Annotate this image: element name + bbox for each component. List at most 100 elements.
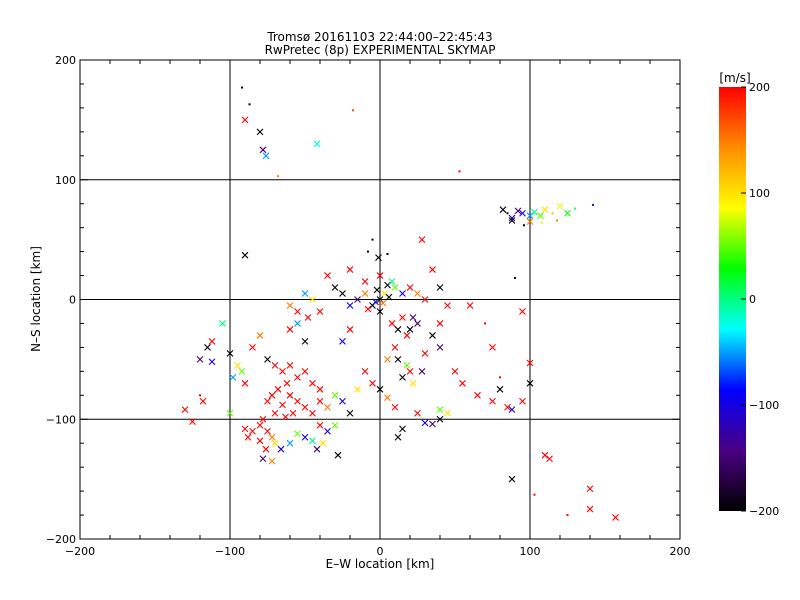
data-point-cross — [444, 409, 451, 417]
data-point-cross — [531, 208, 538, 216]
data-point-cross — [199, 397, 207, 405]
data-point-cross — [361, 290, 369, 297]
data-point-cross — [508, 214, 516, 222]
chart-title: Tromsø 20161103 22:44:00–22:45:43 — [266, 30, 492, 44]
x-tick-label: −100 — [215, 545, 245, 558]
data-point-cross — [504, 403, 511, 411]
data-point-cross — [586, 505, 594, 513]
data-point-dot — [566, 514, 569, 517]
data-point-dot — [386, 252, 389, 255]
colorbar-tick-label: 100 — [749, 187, 770, 200]
data-point-cross — [526, 212, 534, 220]
data-point-cross — [466, 302, 474, 309]
data-point-cross — [388, 320, 396, 327]
data-point-cross — [316, 421, 324, 429]
data-point-cross — [289, 409, 297, 417]
data-point-cross — [436, 406, 444, 414]
colorbar-tick-label: −200 — [749, 505, 779, 518]
data-point-cross — [324, 427, 331, 435]
data-point-cross — [277, 445, 285, 453]
data-point-cross — [388, 278, 396, 285]
x-axis-label: E–W location [km] — [326, 557, 435, 571]
data-point-cross — [264, 355, 271, 363]
data-point-cross — [508, 406, 516, 414]
data-point-cross — [373, 286, 381, 294]
data-point-cross — [384, 394, 391, 402]
data-point-cross — [196, 355, 204, 363]
data-point-cross — [526, 359, 534, 367]
y-tick-label: −200 — [46, 533, 76, 546]
data-point-cross — [556, 202, 564, 210]
data-point-dot — [277, 175, 279, 178]
data-point-cross — [294, 430, 301, 438]
data-point-cross — [346, 302, 354, 309]
data-point-dot — [506, 212, 509, 215]
y-axis-label: N–S location [km] — [29, 246, 43, 352]
data-point-cross — [394, 326, 402, 333]
data-point-cross — [399, 290, 406, 297]
data-point-dot — [592, 203, 594, 206]
data-point-cross — [316, 308, 324, 315]
data-point-cross — [519, 308, 526, 315]
data-point-cross — [429, 266, 436, 273]
data-points — [181, 86, 619, 521]
data-point-cross — [301, 433, 309, 441]
data-point-cross — [399, 373, 406, 381]
data-point-cross — [294, 320, 301, 327]
data-point-cross — [282, 413, 289, 421]
data-point-cross — [256, 332, 264, 339]
data-point-cross — [339, 397, 346, 405]
data-point-cross — [403, 361, 411, 369]
data-point-cross — [346, 409, 354, 417]
data-point-cross — [489, 344, 496, 351]
data-point-cross — [399, 425, 406, 433]
data-point-cross — [394, 433, 402, 441]
x-tick-label: −200 — [65, 545, 95, 558]
data-point-cross — [286, 326, 294, 333]
data-point-cross — [256, 421, 264, 429]
data-point-cross — [409, 379, 417, 387]
colorbar-label: [m/s] — [719, 71, 750, 85]
data-point-cross — [331, 284, 339, 291]
data-point-cross — [541, 206, 549, 214]
data-point-cross — [286, 439, 294, 447]
y-tick-label: 100 — [55, 174, 76, 187]
data-point-cross — [375, 254, 382, 261]
data-point-cross — [391, 284, 399, 291]
data-point-dot — [199, 394, 201, 397]
data-point-cross — [612, 514, 619, 521]
data-point-dot — [514, 276, 516, 279]
data-point-cross — [339, 290, 346, 297]
data-point-cross — [316, 385, 324, 393]
data-point-cross — [406, 367, 414, 375]
data-point-cross — [526, 218, 534, 226]
data-point-cross — [256, 437, 264, 445]
data-point-cross — [436, 344, 444, 351]
data-point-cross — [229, 373, 237, 381]
data-point-cross — [385, 293, 393, 301]
y-tick-label: 200 — [55, 54, 76, 67]
data-point-cross — [256, 128, 264, 136]
data-point-cross — [346, 326, 354, 333]
x-tick-label: 0 — [377, 545, 384, 558]
data-point-cross — [459, 379, 466, 387]
data-point-cross — [541, 451, 549, 459]
data-point-cross — [586, 485, 594, 493]
data-point-cross — [286, 302, 294, 309]
data-point-cross — [414, 320, 421, 327]
data-point-cross — [279, 401, 286, 409]
data-point-dot — [352, 109, 354, 112]
data-point-dot — [533, 493, 536, 496]
data-point-dot — [556, 219, 558, 222]
data-point-cross — [339, 338, 346, 345]
data-point-cross — [234, 361, 241, 369]
data-point-cross — [406, 326, 414, 333]
data-point-cross — [334, 451, 342, 459]
data-point-cross — [436, 320, 444, 327]
data-point-cross — [499, 206, 507, 214]
data-point-cross — [474, 391, 481, 399]
data-point-cross — [238, 367, 246, 375]
data-point-dot — [458, 170, 461, 173]
data-point-cross — [409, 314, 417, 321]
